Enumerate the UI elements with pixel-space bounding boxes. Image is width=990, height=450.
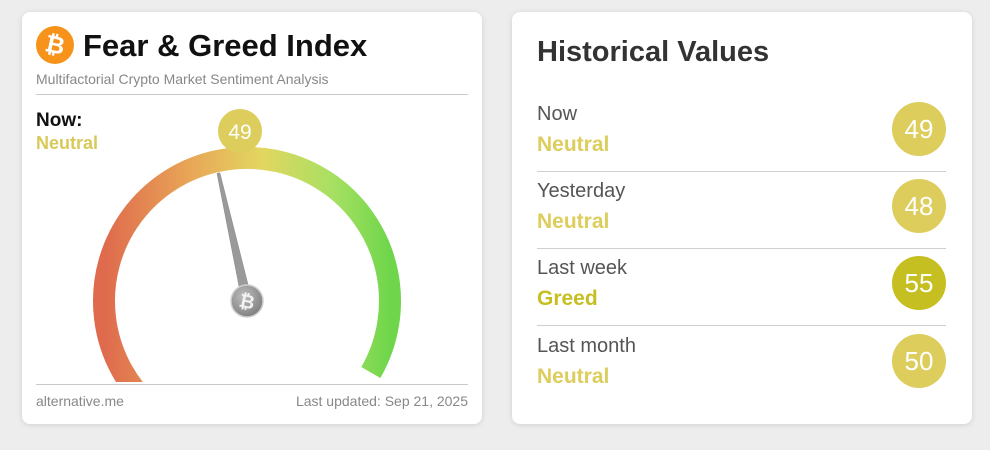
row-divider	[537, 171, 946, 172]
history-row-classification: Neutral	[537, 365, 610, 388]
bitcoin-logo-icon: ₿	[36, 26, 74, 64]
footer-divider	[36, 384, 468, 385]
last-updated: Last updated: Sep 21, 2025	[295, 393, 468, 409]
sentiment-gauge: ₿ 49	[93, 109, 401, 382]
row-divider	[537, 325, 946, 326]
history-row: Now Neutral 49	[512, 102, 972, 180]
history-row-value: 48	[892, 179, 946, 233]
history-row-label: Yesterday	[537, 180, 626, 202]
card-title: Fear & Greed Index	[83, 28, 368, 63]
history-row-label: Last month	[537, 335, 636, 357]
history-row-value: 55	[892, 256, 946, 310]
now-classification: Neutral	[36, 133, 99, 153]
gauge-arc	[93, 147, 401, 382]
fear-greed-card: ₿ Fear & Greed Index Multifactorial Cryp…	[22, 12, 482, 424]
history-row: Last week Greed 55	[512, 256, 972, 334]
gauge-needle	[216, 172, 253, 303]
needle-hub-icon	[230, 284, 264, 318]
history-row: Yesterday Neutral 48	[512, 179, 972, 257]
history-row-classification: Greed	[537, 287, 598, 310]
history-row-value: 50	[892, 334, 946, 388]
row-divider	[537, 248, 946, 249]
history-row-classification: Neutral	[537, 133, 610, 156]
history-row-classification: Neutral	[537, 210, 610, 233]
history-row-label: Last week	[537, 257, 628, 279]
history-title: Historical Values	[537, 36, 770, 68]
gauge-value: 49	[228, 121, 251, 144]
value-bubble	[218, 109, 262, 153]
history-row-label: Now	[537, 103, 578, 125]
historical-values-card: Historical Values Now Neutral 49 Yesterd…	[512, 12, 972, 424]
card-subtitle: Multifactorial Crypto Market Sentiment A…	[36, 71, 329, 87]
source-link[interactable]: alternative.me	[36, 393, 124, 409]
history-row: Last month Neutral 50	[512, 334, 972, 412]
needle-bitcoin-icon: ₿	[237, 290, 257, 315]
header-divider	[36, 94, 468, 95]
now-label: Now:	[36, 110, 83, 131]
history-row-value: 49	[892, 102, 946, 156]
